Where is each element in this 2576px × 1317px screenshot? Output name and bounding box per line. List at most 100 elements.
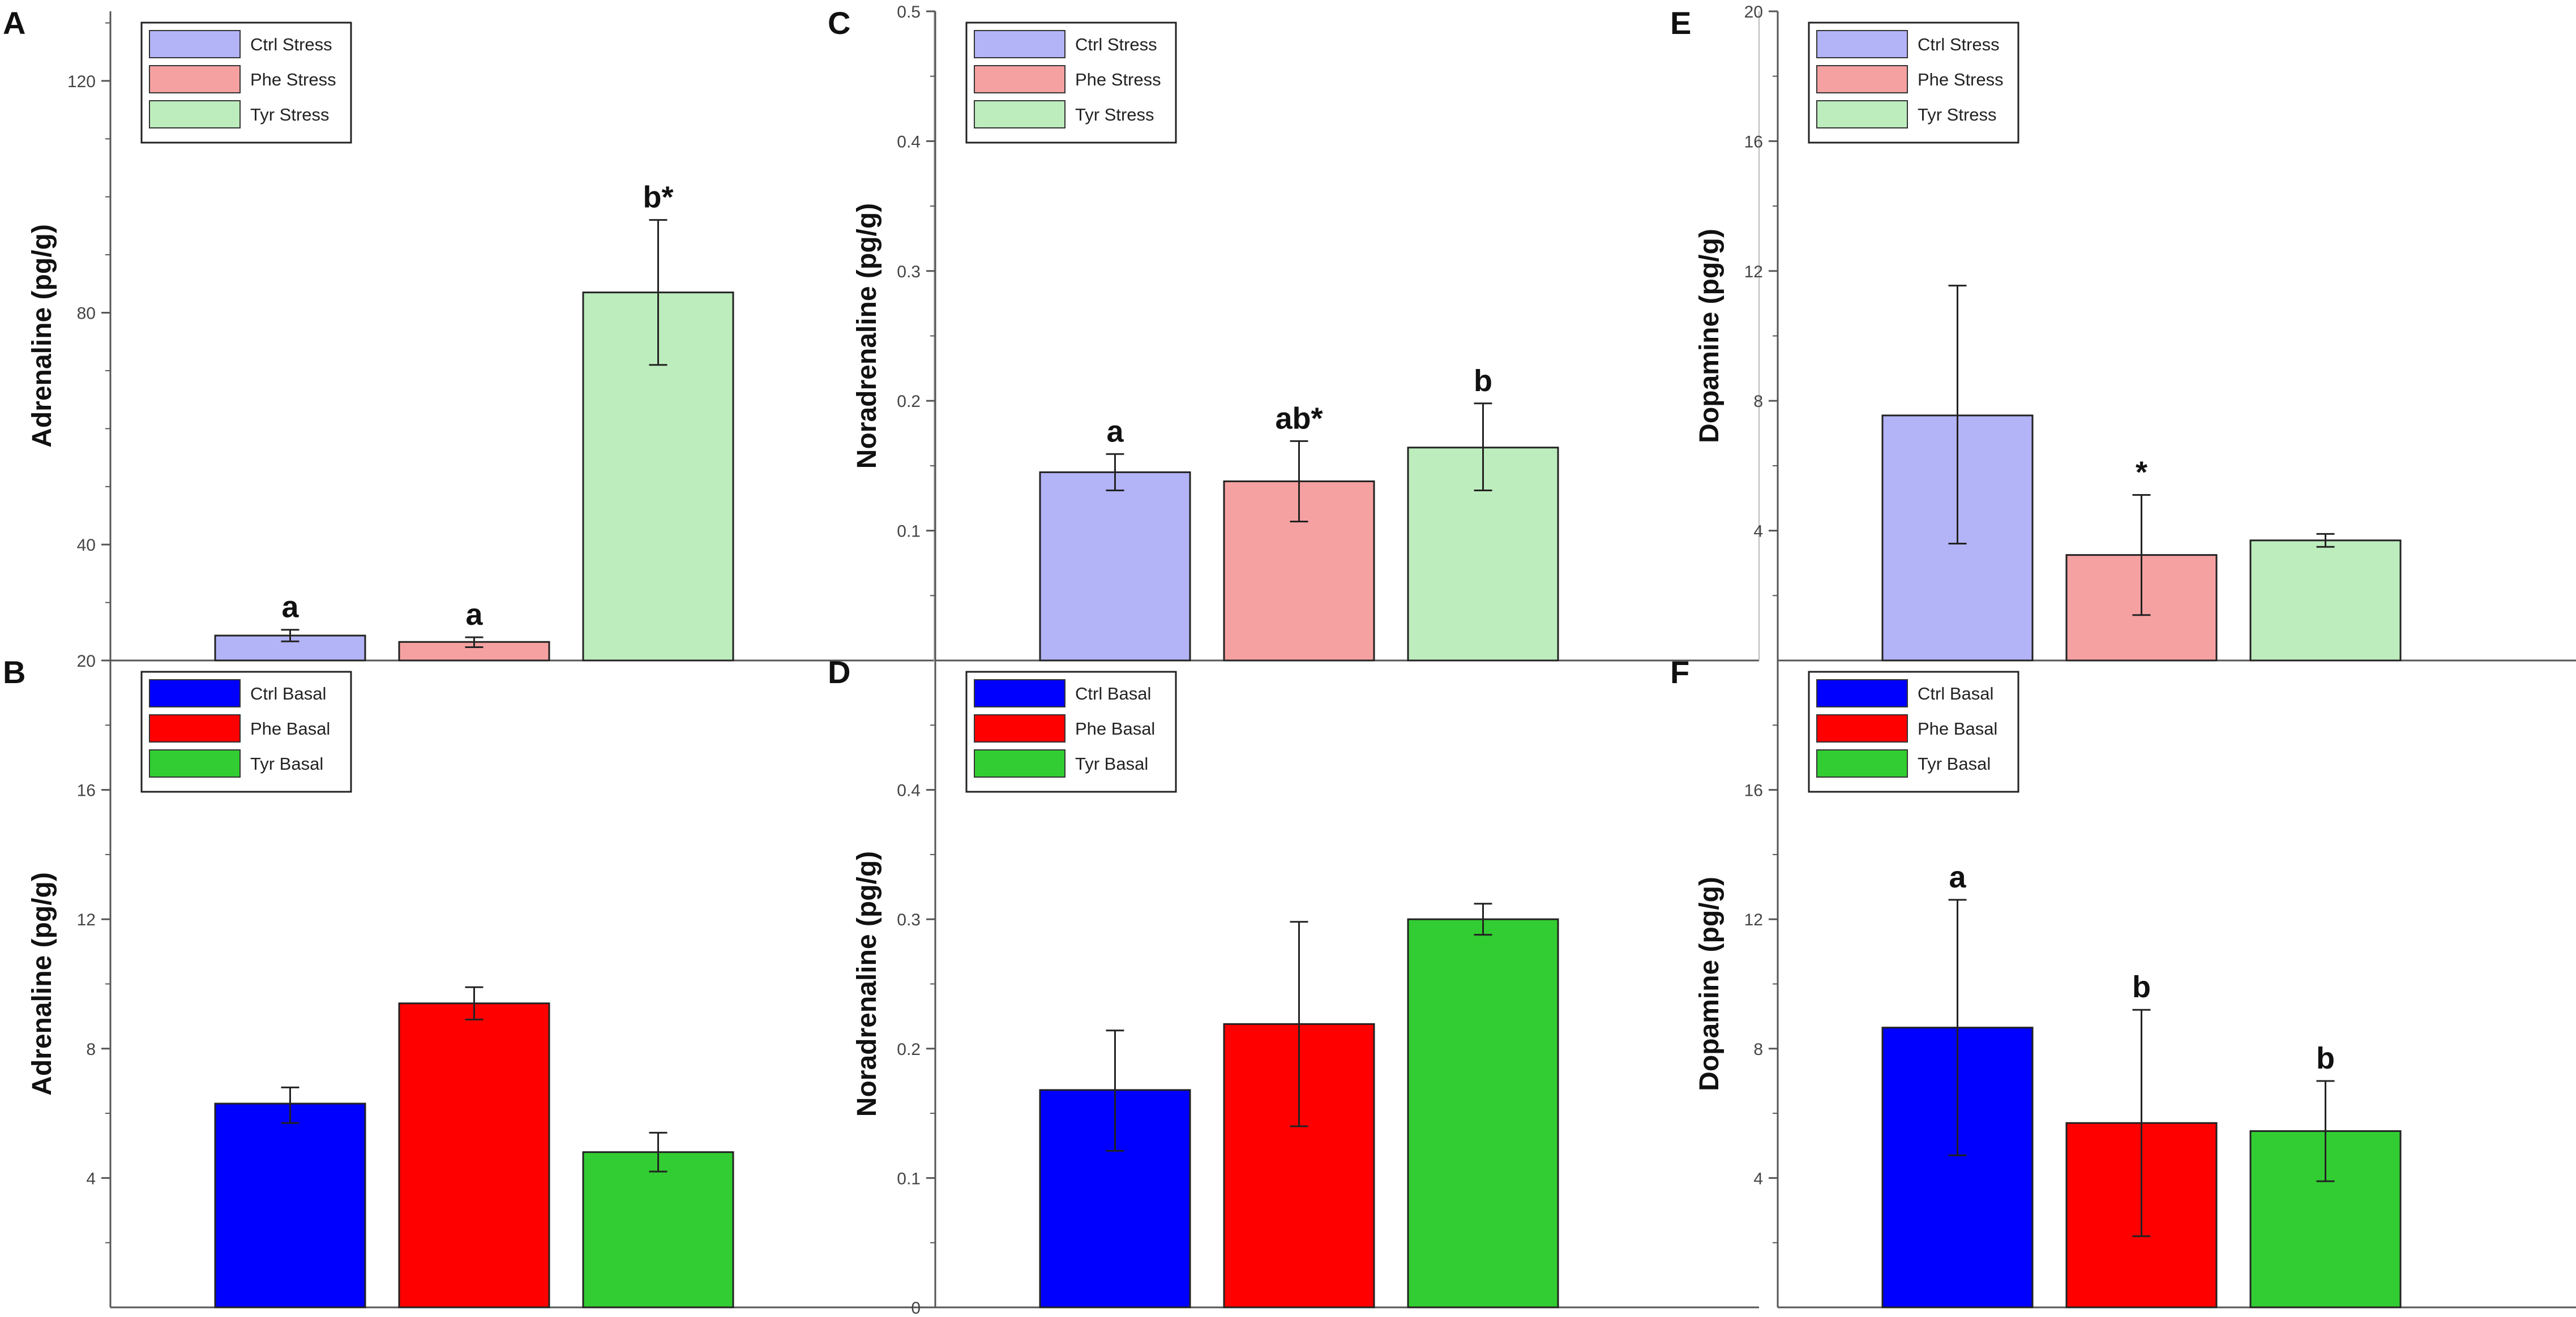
legend-label: Tyr Basal [1075,754,1148,774]
panel-E: 4 8 12 16 20 Dopamine (pg/g) E * Ctrl Stress Phe … [1670,3,2576,662]
y-tick-label: 12 [77,911,96,929]
legend-swatch [1816,65,1908,93]
significance-label: a [1949,860,1966,894]
bar-tyr-stress [2249,539,2402,662]
panel-label: A [3,5,25,41]
y-tick-label: 4 [1753,1169,1763,1188]
legend-label: Ctrl Basal [1075,684,1151,703]
y-tick-label: 0.4 [897,132,921,151]
legend-swatch [1816,679,1908,707]
legend-swatch [974,65,1066,93]
y-tick-label: 4 [1753,522,1763,541]
legend-swatch [974,100,1066,128]
legend-swatch [149,100,241,128]
y-axis-title: Adrenaline (pg/g) [27,224,57,448]
y-tick-label: 0.1 [897,1169,921,1188]
significance-label: ab* [1275,401,1323,435]
legend-label: Ctrl Basal [250,684,326,703]
legend-swatch [149,679,241,707]
significance-label: * [2136,456,2147,490]
legend-label: Phe Stress [1075,70,1161,89]
bar-ctrl-stress [1039,471,1191,662]
legend-swatch [1816,714,1908,743]
significance-label: b* [643,181,674,215]
significance-label: b [2132,970,2151,1004]
legend-label: Phe Basal [1918,719,1997,739]
y-tick-label: 16 [1744,782,1763,800]
legend-label: Ctrl Stress [250,35,332,54]
legend-swatch [1816,749,1908,778]
y-axis-title: Adrenaline (pg/g) [27,872,57,1096]
panel-C: 0.1 0.2 0.3 0.4 0.5 Noradrenaline (pg/g) Ca ab*… [828,3,1760,662]
legend-swatch [149,749,241,778]
y-tick-label: 0.3 [897,263,921,281]
bar-tyr-stress [582,291,734,662]
legend-swatch [149,30,241,58]
legend-swatch [974,749,1066,778]
y-tick-label: 12 [1744,911,1763,929]
legend-swatch [149,714,241,743]
y-tick-label: 8 [1753,392,1763,411]
legend-label: Tyr Stress [1918,105,1997,125]
y-tick-label: 0.2 [897,1040,921,1059]
legend-swatch [974,679,1066,707]
significance-label: b [1474,364,1492,398]
significance-label: a [1106,414,1124,448]
y-tick-label: 120 [67,72,96,91]
bar-tyr-basal [582,1151,734,1309]
legend-label: Tyr Basal [1918,754,1991,774]
y-tick-label: 16 [77,782,96,800]
legend-label: Tyr Stress [250,105,330,125]
y-tick-label: 0.4 [897,782,921,800]
bar-ctrl-basal [214,1102,366,1309]
panel-label: B [3,654,25,690]
legend-swatch [149,65,241,93]
legend-label: Tyr Stress [1075,105,1154,125]
legend-label: Ctrl Stress [1918,35,2000,54]
y-tick-label: 0.3 [897,911,921,929]
panel-F: 4 8 12 16 Dopamine (pg/g) Fa b b Ctrl Basal Phe B… [1670,654,2576,1309]
y-tick-label: 80 [77,304,96,323]
y-axis-title: Dopamine (pg/g) [1694,877,1725,1091]
legend-label: Phe Stress [1918,70,2004,89]
significance-label: a [281,590,299,624]
y-tick-label: 16 [1744,132,1763,151]
y-tick-label: 20 [1744,3,1763,22]
y-axis-title: Noradrenaline (pg/g) [852,851,882,1117]
panel-label: E [1670,5,1691,41]
legend-label: Ctrl Stress [1075,35,1157,54]
y-tick-label: 20 [77,652,96,671]
y-tick-label: 0.2 [897,392,921,411]
legend-label: Phe Basal [250,719,330,739]
y-tick-label: 12 [1744,263,1763,281]
panel-label: F [1670,654,1689,690]
legend-label: Tyr Basal [250,754,323,774]
significance-label: b [2316,1041,2335,1075]
bar-phe-basal [398,1002,550,1309]
legend-swatch [974,714,1066,743]
panel-label: D [828,654,850,690]
y-tick-label: 0.1 [897,522,921,541]
y-tick-label: 0 [911,1299,921,1314]
y-tick-label: 40 [77,536,96,555]
y-tick-label: 4 [86,1169,96,1188]
y-axis-title: Noradrenaline (pg/g) [852,203,882,469]
y-tick-label: 8 [86,1040,96,1059]
panel-label: C [828,5,850,41]
panel-A: 20 40 80 120 Adrenaline (pg/g) Aa a b* Ctrl Stre… [3,5,935,671]
y-axis-title: Dopamine (pg/g) [1694,229,1725,443]
legend-label: Phe Stress [250,70,336,89]
legend-label: Phe Basal [1075,719,1155,739]
y-tick-label: 0.5 [897,3,921,22]
legend-label: Ctrl Basal [1918,684,1993,703]
panel-D: 0 0.1 0.2 0.3 0.4 Noradrenaline (pg/g) D Ctrl B… [828,654,1759,1317]
legend-swatch [974,30,1066,58]
panel-B: 4 8 12 16 Adrenaline (pg/g) B Ctrl Basal Phe Ba… [3,654,934,1309]
y-tick-label: 8 [1753,1040,1763,1059]
bar-tyr-basal [1407,918,1559,1309]
significance-label: a [465,598,483,632]
legend-swatch [1816,30,1908,58]
legend-swatch [1816,100,1908,128]
